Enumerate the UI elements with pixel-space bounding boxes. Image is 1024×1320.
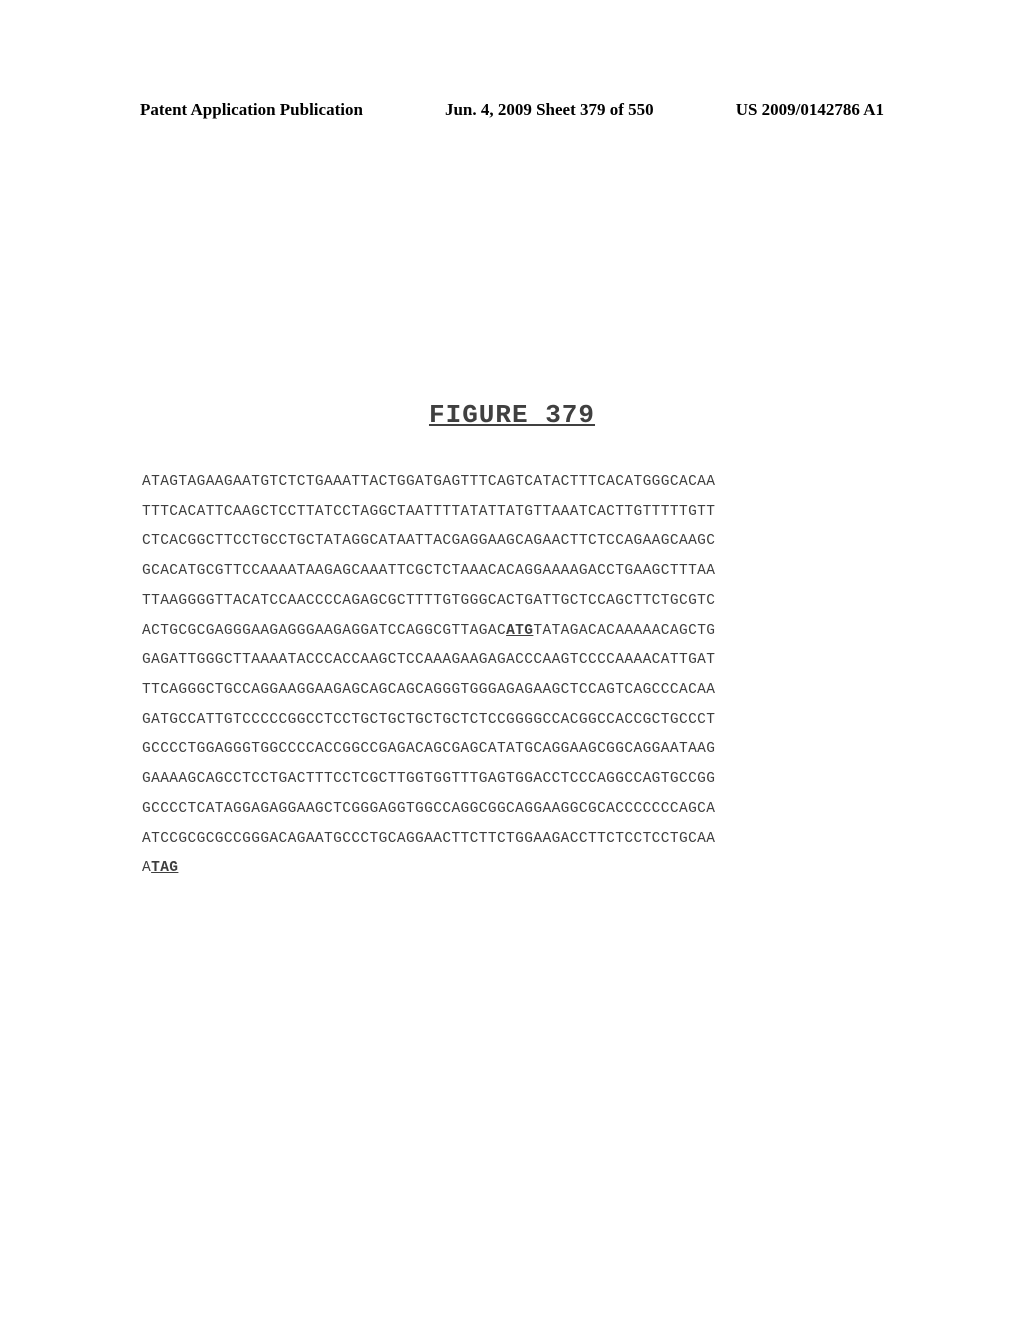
header-right: US 2009/0142786 A1 (736, 100, 884, 120)
seq-line-7: GAGATTGGGCTTAAAATACCCACCAAGCTCCAAAGAAGAG… (142, 652, 715, 668)
seq-line-9: GATGCCATTGTCCCCCGGCCTCCTGCTGCTGCTGCTCTCC… (142, 712, 715, 728)
seq-line-3: CTCACGGCTTCCTGCCTGCTATAGGCATAATTACGAGGAA… (142, 533, 715, 549)
seq-line-6a: ACTGCGCGAGGGAAGAGGGAAGAGGATCCAGGCGTTAGAC (142, 623, 506, 639)
seq-line-4: GCACATGCGTTCCAAAATAAGAGCAAATTCGCTCTAAACA… (142, 563, 715, 579)
header-row: Patent Application Publication Jun. 4, 2… (140, 100, 884, 120)
header-center: Jun. 4, 2009 Sheet 379 of 550 (445, 100, 654, 120)
start-codon: ATG (506, 623, 533, 639)
seq-line-2: TTTCACATTCAAGCTCCTTATCCTAGGCTAATTTTATATT… (142, 504, 715, 520)
page-container: Patent Application Publication Jun. 4, 2… (0, 0, 1024, 1320)
header-left: Patent Application Publication (140, 100, 363, 120)
seq-line-13: ATCCGCGCGCCGGGACAGAATGCCCTGCAGGAACTTCTTC… (142, 831, 715, 847)
seq-line-14a: A (142, 860, 151, 876)
seq-line-10: GCCCCTGGAGGGTGGCCCCACCGGCCGAGACAGCGAGCAT… (142, 741, 715, 757)
seq-line-11: GAAAAGCAGCCTCCTGACTTTCCTCGCTTGGTGGTTTGAG… (142, 771, 715, 787)
seq-line-12: GCCCCTCATAGGAGAGGAAGCTCGGGAGGTGGCCAGGCGG… (142, 801, 715, 817)
seq-line-6b: TATAGACACAAAAACAGCTG (533, 623, 715, 639)
seq-line-5: TTAAGGGGTTACATCCAACCCCAGAGCGCTTTTGTGGGCA… (142, 593, 715, 609)
seq-line-1: ATAGTAGAAGAATGTCTCTGAAATTACTGGATGAGTTTCA… (142, 474, 715, 490)
stop-codon: TAG (151, 860, 178, 876)
sequence-block: ATAGTAGAAGAATGTCTCTGAAATTACTGGATGAGTTTCA… (142, 468, 884, 884)
figure-title: FIGURE 379 (140, 400, 884, 430)
seq-line-8: TTCAGGGCTGCCAGGAAGGAAGAGCAGCAGCAGGGTGGGA… (142, 682, 715, 698)
